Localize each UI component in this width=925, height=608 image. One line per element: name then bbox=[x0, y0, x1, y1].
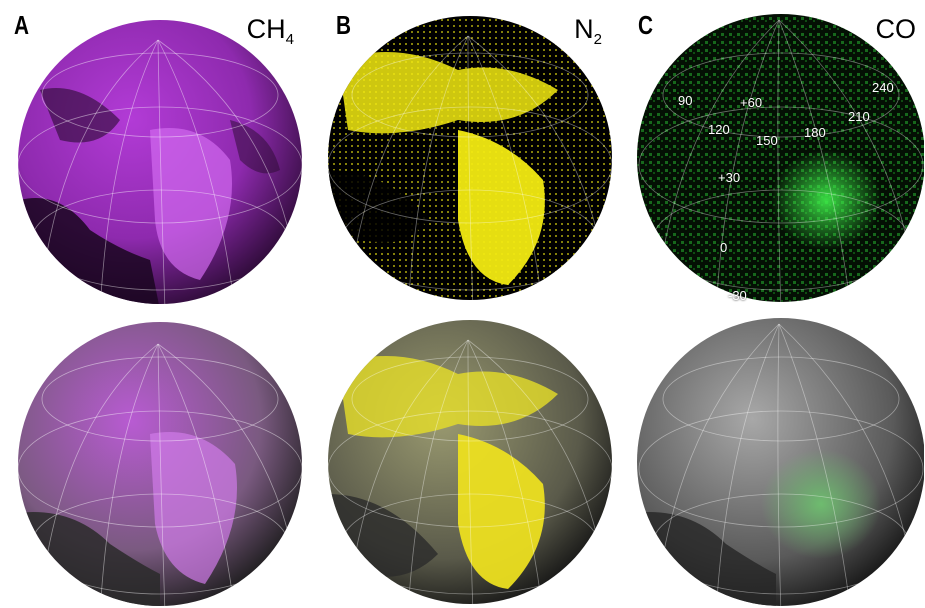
longitude-label: 120 bbox=[708, 122, 730, 137]
panel-b-n2-map: B N2 bbox=[308, 0, 616, 304]
panel-a-ch4-map: A CH4 bbox=[0, 0, 308, 304]
panel-a-ch4-overlay bbox=[0, 304, 308, 608]
latitude-label: +60 bbox=[740, 95, 763, 110]
longitude-label: 90 bbox=[678, 93, 693, 108]
lat-lon-grid bbox=[638, 19, 924, 302]
globe-disk bbox=[637, 14, 924, 302]
panel-letter: A bbox=[14, 10, 29, 40]
species-base: CH bbox=[246, 14, 286, 44]
species-label: N2 bbox=[574, 14, 602, 48]
co-overlay-globe bbox=[637, 318, 924, 606]
panel-letter: C bbox=[638, 10, 653, 40]
panel-b-n2-overlay bbox=[308, 304, 616, 608]
ch4-globe-map bbox=[18, 20, 302, 304]
latitude-label: 0 bbox=[720, 240, 728, 255]
longitude-label: 210 bbox=[848, 109, 870, 124]
species-base: CO bbox=[875, 14, 917, 44]
n2-overlay-globe bbox=[328, 320, 612, 604]
species-base: N bbox=[574, 14, 594, 44]
species-label: CH4 bbox=[247, 14, 294, 48]
panel-letter: B bbox=[336, 10, 351, 40]
latitude-label: -30 bbox=[728, 288, 747, 303]
latitude-label: +30 bbox=[718, 170, 741, 185]
ch4-overlay-globe bbox=[18, 322, 302, 606]
species-subscript: 4 bbox=[285, 31, 294, 48]
co-globe-map bbox=[637, 14, 924, 302]
species-label: CO bbox=[876, 14, 917, 48]
panel-c-co-overlay bbox=[616, 304, 924, 608]
longitude-label: 180 bbox=[804, 125, 826, 140]
species-subscript: 2 bbox=[593, 31, 602, 48]
n2-globe-map bbox=[328, 16, 612, 300]
panel-c-co-map: C CO 90 120 150 180 210 240 +60 +30 0 -3… bbox=[616, 0, 924, 304]
longitude-label: 240 bbox=[872, 80, 894, 95]
longitude-label: 150 bbox=[756, 133, 778, 148]
